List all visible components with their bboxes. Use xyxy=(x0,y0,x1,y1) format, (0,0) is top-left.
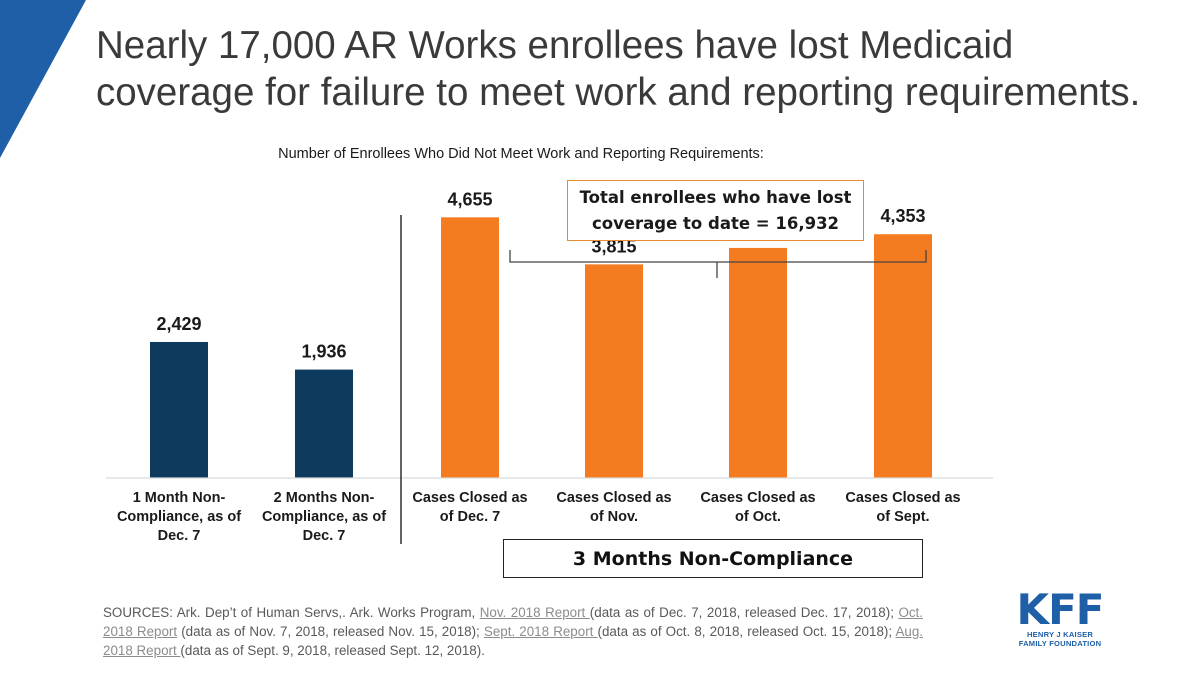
bar-2 xyxy=(295,369,353,478)
logo-line-1: HENRY J KAISER xyxy=(1026,630,1094,639)
category-label-line: of Sept. xyxy=(876,509,929,525)
logo-mark: KFF xyxy=(1016,585,1105,634)
bars-layer: 2,429 1 Month Non- Compliance, as of Dec. 7… xyxy=(117,189,961,544)
category-label-line: Cases Closed as xyxy=(845,490,960,506)
chart-title: Number of Enrollees Who Did Not Meet Wor… xyxy=(278,146,764,162)
source-report-link[interactable]: Aug. 2018 Report xyxy=(103,624,924,658)
source-report-link[interactable]: Sept. 2018 Report xyxy=(483,624,598,639)
category-label-line: of Oct. xyxy=(735,509,781,525)
category-label-3: Cases Closed as of Dec. 7 xyxy=(412,490,527,525)
category-label-line: Compliance, as of xyxy=(262,509,386,525)
value-label-3: 4,655 xyxy=(447,189,492,209)
bar-4 xyxy=(585,264,643,478)
source-text: (data as of Sept. 9, 2018, released Sept… xyxy=(180,643,485,658)
sources-note: SOURCES: Ark. Dep’t of Human Servs,. Ark… xyxy=(103,603,923,660)
group-label-text: 3 Months Non-Compliance xyxy=(572,547,854,570)
category-label-line: Cases Closed as xyxy=(412,490,527,506)
value-label-6: 4,353 xyxy=(880,206,925,226)
category-label-line: Cases Closed as xyxy=(700,490,815,506)
total-annotation-text: Total enrollees who have lost coverage t… xyxy=(579,187,852,233)
source-text: (data as of Oct. 8, 2018, released Oct. … xyxy=(597,624,896,639)
bar-3 xyxy=(441,217,499,478)
category-label-line: of Dec. 7 xyxy=(440,509,500,525)
category-label-line: of Nov. xyxy=(590,509,638,525)
category-label-line: 1 Month Non- xyxy=(133,490,226,506)
category-label-line: Dec. 7 xyxy=(158,528,201,544)
total-annotation-box: Total enrollees who have lost coverage t… xyxy=(567,180,864,241)
source-report-link[interactable]: Nov. 2018 Report xyxy=(479,605,590,620)
category-label-2: 2 Months Non- Compliance, as of Dec. 7 xyxy=(262,490,386,544)
value-label-2: 1,936 xyxy=(301,342,346,362)
category-label-6: Cases Closed as of Sept. xyxy=(845,490,960,525)
logo-line-2: FAMILY FOUNDATION xyxy=(1018,639,1102,648)
bar-5 xyxy=(729,247,787,478)
value-label-4: 3,815 xyxy=(591,236,636,256)
category-label-line: Compliance, as of xyxy=(117,509,241,525)
source-report-link[interactable]: Oct. 2018 Report xyxy=(103,605,923,639)
category-label-1: 1 Month Non- Compliance, as of Dec. 7 xyxy=(117,490,241,544)
source-text: (data as of Nov. 7, 2018, released Nov. … xyxy=(177,624,484,639)
slide-title: Nearly 17,000 AR Works enrollees have lo… xyxy=(96,24,1141,114)
source-text: (data as of Dec. 7, 2018, released Dec. … xyxy=(589,605,899,620)
bar-6 xyxy=(874,234,932,478)
group-label-box: 3 Months Non-Compliance xyxy=(503,539,923,578)
total-bracket xyxy=(509,250,927,278)
category-label-line: Dec. 7 xyxy=(303,528,346,544)
category-label-5: Cases Closed as of Oct. xyxy=(700,490,815,525)
category-label-line: Cases Closed as xyxy=(556,490,671,506)
category-label-line: 2 Months Non- xyxy=(274,490,375,506)
bar-1 xyxy=(150,341,208,478)
category-label-4: Cases Closed as of Nov. xyxy=(556,490,671,525)
kff-logo: KFF HENRY J KAISER FAMILY FOUNDATION xyxy=(1010,585,1110,649)
value-label-1: 2,429 xyxy=(156,314,201,334)
slide-accent-stripe xyxy=(0,0,86,158)
source-text: SOURCES: Ark. Dep’t of Human Servs,. Ark… xyxy=(103,605,480,620)
